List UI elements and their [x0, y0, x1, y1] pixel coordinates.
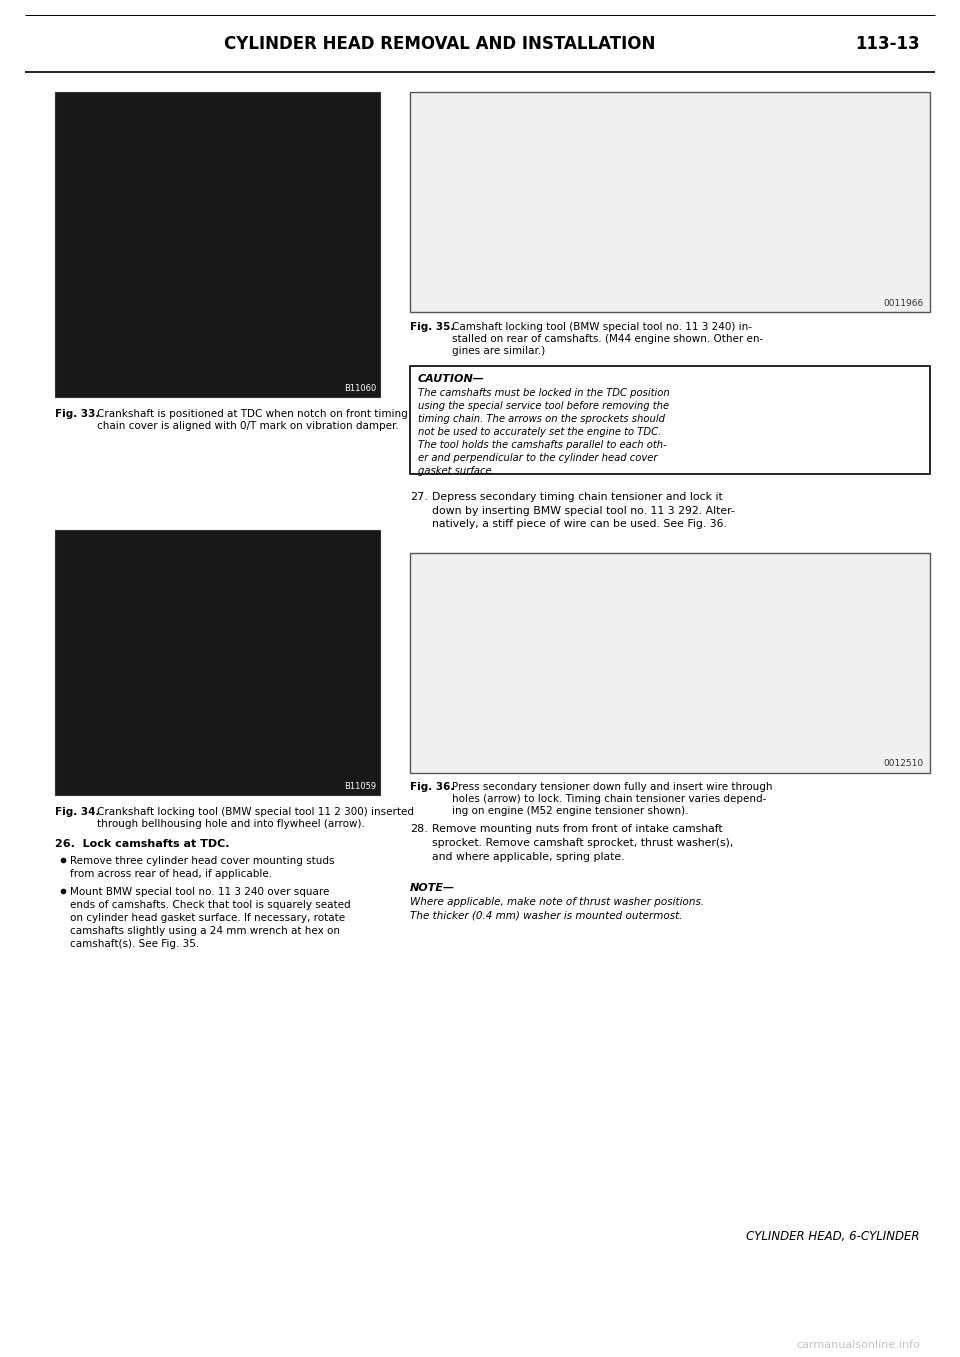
Text: ing on engine (M52 engine tensioner shown).: ing on engine (M52 engine tensioner show…	[452, 806, 688, 817]
Text: not be used to accurately set the engine to TDC.: not be used to accurately set the engine…	[418, 427, 661, 437]
Text: gasket surface.: gasket surface.	[418, 465, 494, 476]
Text: Mount BMW special tool no. 11 3 240 over square: Mount BMW special tool no. 11 3 240 over…	[70, 887, 329, 897]
Text: Fig. 34.: Fig. 34.	[55, 807, 100, 817]
Bar	[410, 366, 930, 474]
Text: Where applicable, make note of thrust washer positions.: Where applicable, make note of thrust wa…	[410, 897, 704, 906]
Text: Camshaft locking tool (BMW special tool no. 11 3 240) in-: Camshaft locking tool (BMW special tool …	[452, 322, 752, 332]
Text: 0011966: 0011966	[884, 299, 924, 308]
Text: The tool holds the camshafts parallel to each oth-: The tool holds the camshafts parallel to…	[418, 440, 667, 451]
Text: CYLINDER HEAD, 6-CYLINDER: CYLINDER HEAD, 6-CYLINDER	[747, 1229, 920, 1243]
Text: B11060: B11060	[344, 384, 376, 394]
Text: Press secondary tensioner down fully and insert wire through: Press secondary tensioner down fully and…	[452, 783, 773, 792]
Text: The camshafts must be locked in the TDC position: The camshafts must be locked in the TDC …	[418, 388, 670, 398]
Text: from across rear of head, if applicable.: from across rear of head, if applicable.	[70, 868, 272, 879]
Text: on cylinder head gasket surface. If necessary, rotate: on cylinder head gasket surface. If nece…	[70, 913, 346, 923]
Text: Crankshaft locking tool (BMW special tool 11 2 300) inserted: Crankshaft locking tool (BMW special too…	[97, 807, 414, 817]
Text: natively, a stiff piece of wire can be used. See Fig. 36.: natively, a stiff piece of wire can be u…	[432, 518, 727, 529]
Bar	[410, 92, 930, 312]
Text: Remove three cylinder head cover mounting studs: Remove three cylinder head cover mountin…	[70, 856, 334, 866]
Text: using the special service tool before removing the: using the special service tool before re…	[418, 402, 669, 411]
Text: Fig. 33.: Fig. 33.	[55, 408, 100, 419]
Text: ends of camshafts. Check that tool is squarely seated: ends of camshafts. Check that tool is sq…	[70, 900, 350, 911]
Text: Remove mounting nuts from front of intake camshaft: Remove mounting nuts from front of intak…	[432, 825, 723, 835]
Text: 27.: 27.	[410, 493, 428, 502]
Text: stalled on rear of camshafts. (M44 engine shown. Other en-: stalled on rear of camshafts. (M44 engin…	[452, 334, 763, 345]
Text: and where applicable, spring plate.: and where applicable, spring plate.	[432, 851, 625, 862]
Text: gines are similar.): gines are similar.)	[452, 346, 545, 356]
Text: Fig. 36.: Fig. 36.	[410, 783, 454, 792]
Text: timing chain. The arrows on the sprockets should: timing chain. The arrows on the sprocket…	[418, 414, 665, 423]
Text: sprocket. Remove camshaft sprocket, thrust washer(s),: sprocket. Remove camshaft sprocket, thru…	[432, 839, 733, 848]
Text: The thicker (0.4 mm) washer is mounted outermost.: The thicker (0.4 mm) washer is mounted o…	[410, 911, 683, 920]
Text: carmanualsonline.info: carmanualsonline.info	[796, 1339, 920, 1350]
Text: Crankshaft is positioned at TDC when notch on front timing: Crankshaft is positioned at TDC when not…	[97, 408, 408, 419]
Text: Fig. 35.: Fig. 35.	[410, 322, 454, 332]
Text: camshafts slightly using a 24 mm wrench at hex on: camshafts slightly using a 24 mm wrench …	[70, 925, 340, 936]
Text: 28.: 28.	[410, 825, 428, 835]
Bar	[410, 552, 930, 772]
Text: camshaft(s). See Fig. 35.: camshaft(s). See Fig. 35.	[70, 939, 200, 949]
Text: CYLINDER HEAD REMOVAL AND INSTALLATION: CYLINDER HEAD REMOVAL AND INSTALLATION	[225, 35, 656, 53]
Bar	[55, 92, 380, 398]
Text: B11059: B11059	[344, 782, 376, 791]
Text: holes (arrow) to lock. Timing chain tensioner varies depend-: holes (arrow) to lock. Timing chain tens…	[452, 794, 766, 805]
Text: through bellhousing hole and into flywheel (arrow).: through bellhousing hole and into flywhe…	[97, 820, 365, 829]
Text: 0012510: 0012510	[884, 760, 924, 768]
Text: 26.  Lock camshafts at TDC.: 26. Lock camshafts at TDC.	[55, 839, 229, 849]
Text: NOTE—: NOTE—	[410, 883, 455, 893]
Text: er and perpendicular to the cylinder head cover: er and perpendicular to the cylinder hea…	[418, 453, 658, 463]
Text: 113-13: 113-13	[855, 35, 920, 53]
Text: down by inserting BMW special tool no. 11 3 292. Alter-: down by inserting BMW special tool no. 1…	[432, 506, 734, 516]
Text: chain cover is aligned with 0/T mark on vibration damper.: chain cover is aligned with 0/T mark on …	[97, 421, 398, 432]
Text: Depress secondary timing chain tensioner and lock it: Depress secondary timing chain tensioner…	[432, 493, 723, 502]
Text: CAUTION—: CAUTION—	[418, 375, 485, 384]
Bar	[55, 531, 380, 795]
